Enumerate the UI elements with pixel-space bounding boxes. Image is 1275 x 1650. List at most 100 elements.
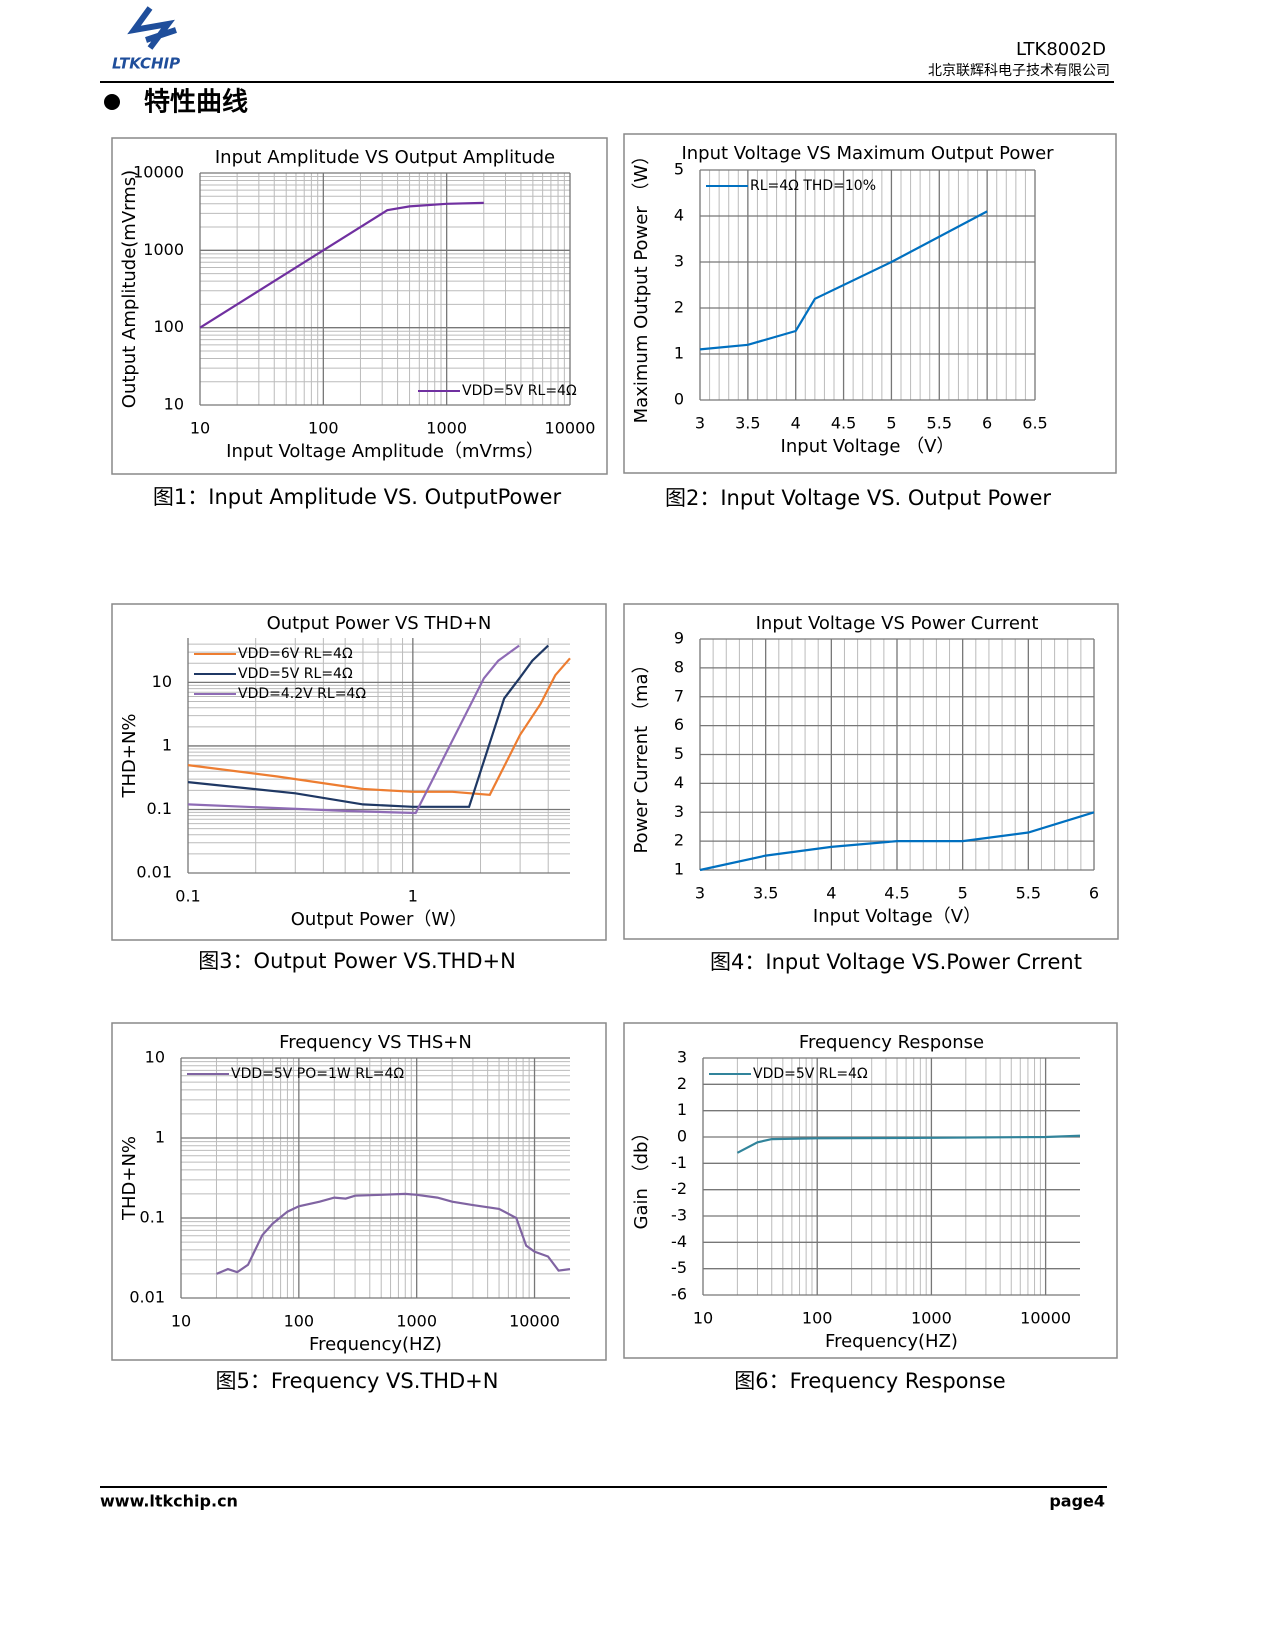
x-tick-label: 4 [791, 414, 801, 433]
x-tick-label: 1000 [911, 1309, 952, 1328]
series-line [187, 657, 571, 796]
x-tick-label: 5.5 [1016, 884, 1041, 903]
y-tick-label: -3 [671, 1206, 687, 1225]
chart-caption: 图6：Frequency Response [734, 1369, 1005, 1393]
chart-title: Output Power VS THD+N [267, 613, 492, 634]
y-axis-label: THD+N% [119, 713, 140, 798]
x-tick-label: 3 [695, 884, 705, 903]
y-tick-label: 0.01 [136, 863, 172, 882]
y-axis-label: Output Amplitude(mVrms) [119, 170, 140, 408]
y-tick-label: 3 [674, 252, 684, 271]
x-axis-label: Output Power（W） [291, 909, 467, 930]
legend-label: VDD=5V RL=4Ω [753, 1066, 868, 1082]
y-tick-label: 7 [674, 686, 684, 705]
x-axis-label: Input Voltage Amplitude（mVrms） [226, 441, 544, 462]
chart-caption: 图3：Output Power VS.THD+N [198, 949, 516, 973]
y-tick-label: 2 [674, 298, 684, 317]
y-tick-label: 5 [674, 160, 684, 179]
series-line [736, 1134, 1081, 1154]
x-tick-label: 1 [408, 887, 418, 906]
y-tick-label: 1 [155, 1128, 165, 1147]
y-tick-label: 10 [164, 395, 184, 414]
y-tick-label: 100 [153, 317, 184, 336]
y-tick-label: 10 [152, 672, 172, 691]
y-axis-label: Maximum Output Power （W） [631, 147, 652, 424]
y-tick-label: -4 [671, 1232, 687, 1251]
footer-url: www.ltkchip.cn [100, 1492, 238, 1511]
y-tick-label: 0.1 [147, 799, 172, 818]
y-axis-label: THD+N% [119, 1136, 140, 1221]
y-tick-label: 4 [674, 206, 684, 225]
company: 北京联辉科电子技术有限公司 [928, 63, 1110, 79]
series-line [699, 210, 988, 351]
x-tick-label: 3.5 [753, 884, 778, 903]
y-tick-label: 10000 [133, 163, 184, 182]
chart-caption: 图2：Input Voltage VS. Output Power [665, 486, 1051, 510]
y-tick-label: 4 [674, 773, 684, 792]
section-title: 特性曲线 [144, 87, 248, 118]
x-tick-label: 10000 [545, 419, 596, 438]
x-tick-label: 5.5 [927, 414, 952, 433]
y-tick-label: 0 [674, 390, 684, 409]
chart-caption: 图1：Input Amplitude VS. OutputPower [153, 485, 562, 509]
x-tick-label: 0.1 [175, 887, 200, 906]
bullet [104, 94, 120, 110]
y-tick-label: 0.01 [129, 1288, 165, 1307]
x-tick-label: 10 [693, 1309, 713, 1328]
x-axis-label: Frequency(HZ) [825, 1331, 958, 1352]
x-tick-label: 4.5 [884, 884, 909, 903]
series-line [216, 1192, 571, 1275]
logo-mark [127, 6, 177, 50]
y-tick-label: -6 [671, 1285, 687, 1304]
y-tick-label: 2 [674, 831, 684, 850]
chart-title: Input Amplitude VS Output Amplitude [215, 147, 555, 168]
y-tick-label: 1000 [143, 240, 184, 259]
x-tick-label: 6 [1089, 884, 1099, 903]
y-axis-label: Gain （db） [631, 1124, 652, 1230]
y-tick-label: 10 [145, 1048, 165, 1067]
series-line [187, 644, 549, 808]
y-tick-label: 0.1 [140, 1208, 165, 1227]
x-axis-label: Input Voltage（V） [813, 906, 981, 927]
y-tick-label: 8 [674, 657, 684, 676]
x-tick-label: 3.5 [735, 414, 760, 433]
series-line [699, 811, 1095, 872]
x-axis-label: Input Voltage （V） [781, 436, 955, 457]
logo-text: LTKCHIP [112, 55, 180, 73]
part-number: LTK8002D [1016, 39, 1106, 60]
y-tick-label: 0 [677, 1127, 687, 1146]
chart-title: Frequency VS THS+N [279, 1032, 472, 1053]
y-tick-label: 6 [674, 715, 684, 734]
chart-title: Input Voltage VS Power Current [756, 613, 1039, 634]
x-tick-label: 10000 [1020, 1309, 1071, 1328]
x-tick-label: 3 [695, 414, 705, 433]
y-tick-label: 3 [674, 802, 684, 821]
y-tick-label: 3 [677, 1048, 687, 1067]
x-tick-label: 100 [284, 1312, 315, 1331]
x-tick-label: 100 [802, 1309, 833, 1328]
legend-label: VDD=5V PO=1W RL=4Ω [231, 1066, 404, 1082]
legend-label: RL=4Ω THD=10% [750, 178, 876, 194]
chart-frame [111, 1022, 607, 1361]
y-tick-label: -1 [671, 1153, 687, 1172]
chart-frame [623, 133, 1117, 474]
x-tick-label: 1000 [396, 1312, 437, 1331]
y-tick-label: 1 [674, 344, 684, 363]
chart-title: Input Voltage VS Maximum Output Power [681, 143, 1054, 164]
x-tick-label: 10 [190, 419, 210, 438]
x-tick-label: 6.5 [1022, 414, 1047, 433]
chart-frame [111, 137, 608, 475]
legend-label: VDD=6V RL=4Ω [238, 646, 353, 662]
y-tick-label: 5 [674, 744, 684, 763]
y-tick-label: 1 [162, 735, 172, 754]
x-tick-label: 100 [308, 419, 339, 438]
series-line [187, 644, 520, 815]
x-tick-label: 1000 [426, 419, 467, 438]
y-tick-label: 1 [674, 860, 684, 879]
chart-frame [111, 603, 607, 941]
x-axis-label: Frequency(HZ) [309, 1334, 442, 1355]
y-tick-label: -5 [671, 1258, 687, 1277]
x-tick-label: 4 [826, 884, 836, 903]
x-tick-label: 4.5 [831, 414, 856, 433]
